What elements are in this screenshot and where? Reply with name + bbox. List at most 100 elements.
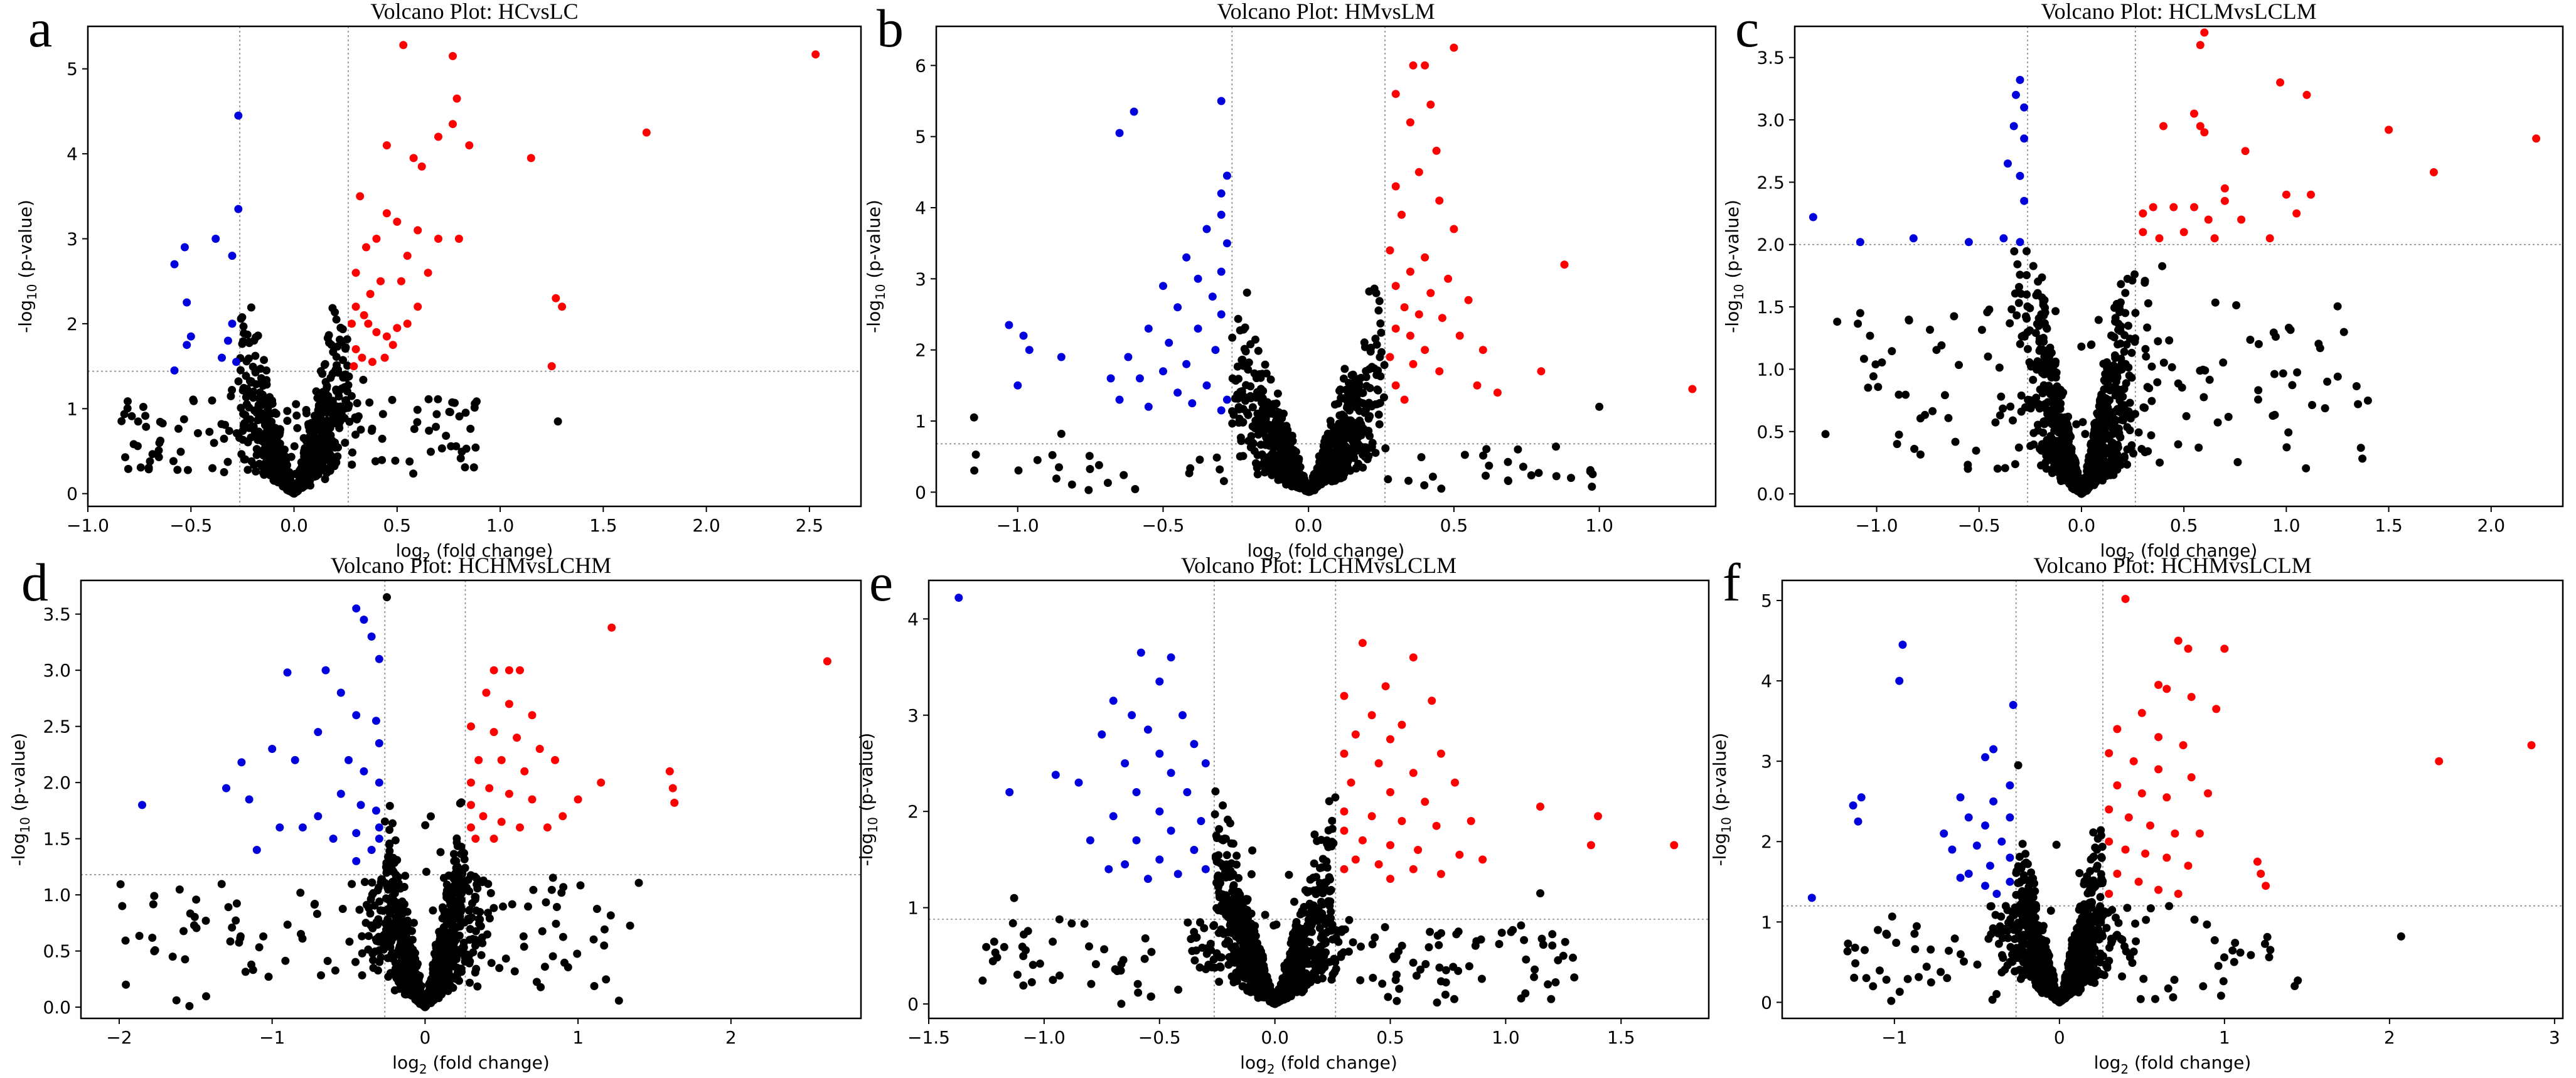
ns-point — [382, 858, 391, 867]
up-point — [2196, 41, 2205, 50]
ns-point — [1950, 312, 1959, 321]
up-point — [1478, 346, 1487, 355]
up-point — [351, 302, 360, 311]
ns-point — [341, 404, 350, 413]
ns-point — [1977, 326, 1986, 334]
ns-point — [2147, 397, 2156, 405]
ns-point — [358, 971, 366, 979]
ns-point — [410, 919, 418, 927]
ns-point — [540, 963, 549, 971]
ns-point — [438, 987, 447, 996]
ns-point — [2014, 299, 2023, 307]
ns-point — [293, 424, 302, 432]
ns-point — [276, 459, 285, 468]
ns-point — [1277, 440, 1286, 449]
plot-frame — [80, 579, 862, 1020]
x-label-rest: (fold change) — [427, 1052, 550, 1073]
ns-point — [2282, 443, 2291, 452]
y-label-rest: (p-value) — [863, 200, 884, 284]
down-point — [2020, 134, 2029, 143]
up-point — [668, 784, 677, 792]
ns-point — [249, 393, 257, 402]
ns-point — [1375, 399, 1384, 408]
ns-point — [146, 457, 154, 466]
down-point — [2016, 238, 2024, 247]
ns-point — [148, 450, 157, 459]
ns-point — [1286, 440, 1295, 449]
up-point — [474, 755, 483, 764]
ns-point — [385, 826, 394, 834]
ns-point — [321, 475, 329, 483]
ns-point — [240, 419, 249, 428]
ns-point — [2182, 412, 2191, 420]
ns-point — [451, 398, 459, 407]
ns-point — [589, 935, 598, 944]
ns-point — [441, 964, 450, 972]
ns-point — [2013, 260, 2022, 269]
up-point — [2200, 28, 2209, 37]
ns-point — [390, 855, 398, 863]
up-point — [2196, 122, 2205, 131]
ns-point — [274, 450, 283, 459]
up-point — [1391, 381, 1400, 390]
up-point — [558, 812, 567, 821]
ns-point — [452, 879, 461, 888]
up-point — [670, 798, 679, 807]
x-label-rest: (fold change) — [1282, 540, 1404, 561]
ns-point — [413, 418, 422, 427]
up-point — [607, 623, 616, 632]
down-point — [1202, 381, 1211, 390]
ns-point — [2017, 391, 2026, 400]
down-point — [1217, 189, 1226, 198]
ns-point — [1131, 485, 1140, 493]
down-point — [314, 812, 323, 821]
up-point — [388, 341, 397, 350]
ns-point — [365, 398, 374, 407]
ns-point — [2033, 365, 2041, 374]
ns-point — [220, 468, 228, 476]
ns-point — [1964, 464, 1972, 473]
ns-point — [1067, 480, 1076, 489]
ns-point — [2110, 333, 2119, 341]
ns-point — [2323, 377, 2332, 386]
ns-point — [351, 958, 360, 966]
up-point — [1400, 395, 1409, 404]
ns-point — [2142, 352, 2151, 361]
ns-point — [292, 411, 301, 420]
ns-point — [435, 927, 444, 936]
ns-point — [1085, 452, 1094, 461]
ns-point — [2113, 450, 2122, 459]
x-tick-label: −1 — [259, 1027, 285, 1048]
ns-point — [242, 371, 250, 380]
ns-point — [476, 922, 485, 931]
ns-point — [124, 464, 132, 473]
down-point — [2009, 122, 2018, 131]
ns-point — [460, 849, 468, 858]
ns-point — [314, 402, 323, 411]
ns-point — [2090, 429, 2099, 438]
y-tick-label: 3.0 — [43, 660, 71, 681]
plot-frame — [935, 25, 1717, 508]
ns-point — [393, 963, 401, 971]
x-tick-label: −2 — [106, 1027, 132, 1048]
ns-point — [266, 430, 275, 439]
ns-point — [1339, 424, 1347, 432]
down-point — [1217, 97, 1226, 105]
ns-point — [1375, 420, 1384, 429]
ns-point — [1057, 429, 1066, 438]
ns-point — [1905, 316, 1913, 324]
ns-point — [312, 472, 321, 481]
ns-point — [252, 467, 260, 476]
ns-point — [1345, 432, 1354, 441]
down-point — [321, 666, 330, 675]
ns-point — [2059, 474, 2067, 483]
ns-point — [2213, 418, 2222, 427]
ns-point — [446, 936, 455, 944]
ns-point — [401, 872, 410, 880]
up-point — [1409, 360, 1418, 368]
panel-a: a Volcano Plot: HCvsLC−1.0 −0.5 0.0 0.5 1.0 1.… — [15, 0, 862, 565]
down-point — [183, 298, 191, 307]
up-point — [1421, 61, 1430, 70]
ns-point — [2068, 457, 2077, 466]
down-point — [1115, 395, 1124, 404]
